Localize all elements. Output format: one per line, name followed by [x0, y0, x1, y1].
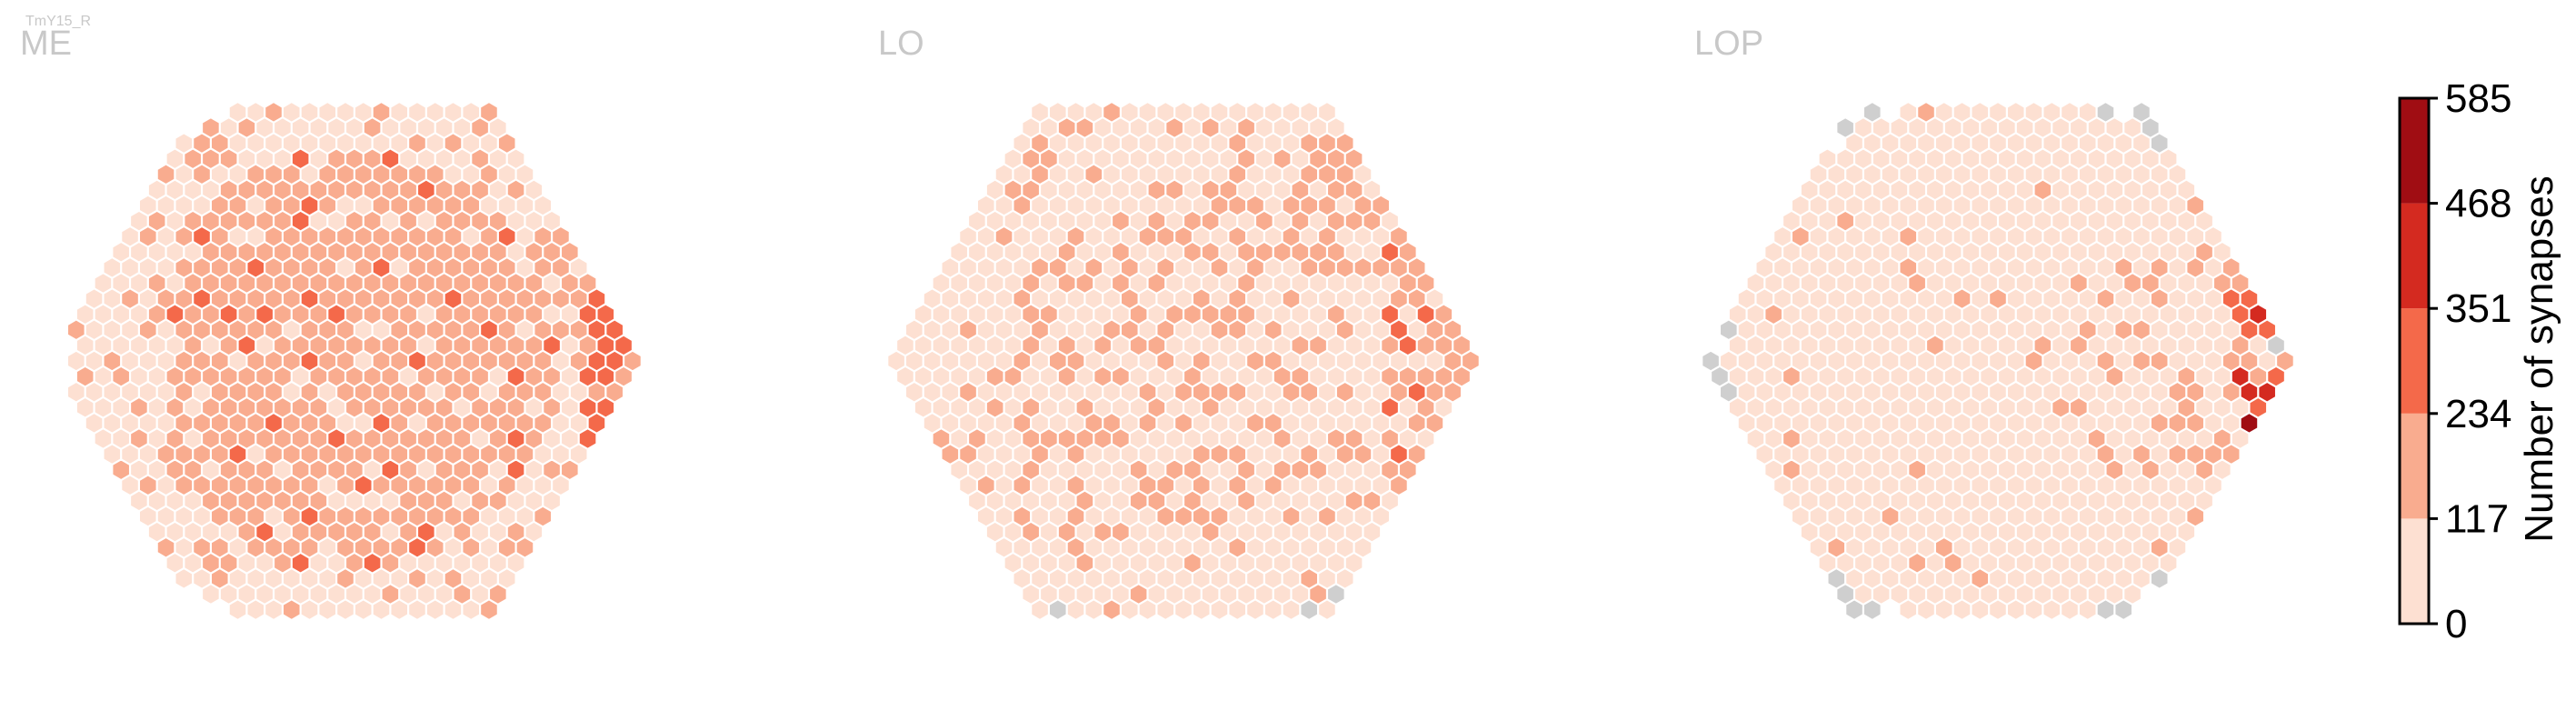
colorbar-bin: [2400, 203, 2429, 309]
panel-lo: LO: [878, 25, 1481, 621]
colorbar-tick-label: 234: [2445, 392, 2511, 436]
hex-grid-lop: [1701, 101, 2295, 621]
panel-lop: LOP: [1694, 25, 2295, 621]
colorbar-tick-label: 117: [2445, 496, 2509, 541]
hex-cell: [1461, 350, 1481, 372]
panel-me: ME: [20, 25, 643, 621]
panel-title-lop: LOP: [1694, 25, 1763, 63]
hex-grid-me: [66, 101, 643, 621]
colorbar-tick-label: 468: [2445, 182, 2511, 226]
hex-cell: [623, 350, 643, 372]
colorbar: 0 117 234 351 468 585: [2398, 76, 2511, 646]
colorbar-bin: [2400, 308, 2429, 414]
hex-grid-lo: [886, 101, 1481, 621]
colorbar-bin: [2400, 98, 2429, 204]
colorbar-frame: [2398, 96, 2431, 626]
colorbar-tick-label: 351: [2445, 286, 2511, 331]
figure-label: TmY15_R: [25, 14, 91, 29]
colorbar-bin: [2400, 413, 2429, 519]
colorbar-bin: [2400, 518, 2429, 624]
colorbar-label: Number of synapses: [2517, 175, 2561, 543]
panel-title-me: ME: [20, 25, 72, 63]
colorbar-tick-label: 0: [2445, 602, 2467, 646]
panel-title-lo: LO: [878, 25, 924, 63]
colorbar-tick-label: 585: [2445, 76, 2511, 121]
hex-cell: [2275, 350, 2295, 372]
